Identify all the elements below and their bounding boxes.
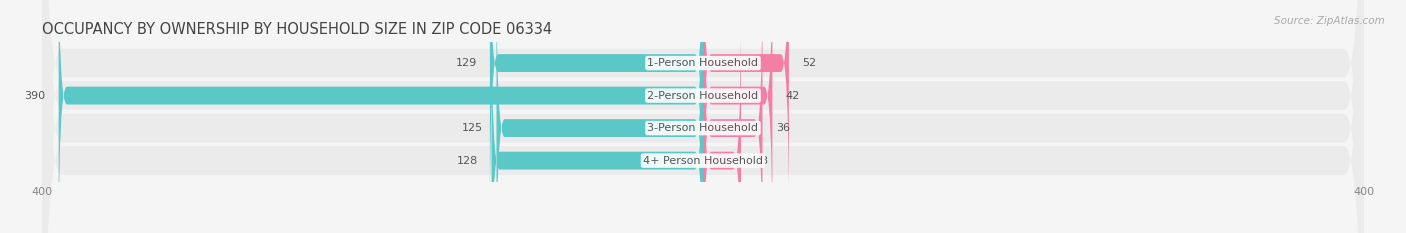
Text: 1-Person Household: 1-Person Household [648,58,758,68]
FancyBboxPatch shape [703,0,762,233]
Text: 128: 128 [457,156,478,166]
Text: 2-Person Household: 2-Person Household [647,91,759,101]
Text: OCCUPANCY BY OWNERSHIP BY HOUSEHOLD SIZE IN ZIP CODE 06334: OCCUPANCY BY OWNERSHIP BY HOUSEHOLD SIZE… [42,22,553,37]
FancyBboxPatch shape [703,7,741,233]
FancyBboxPatch shape [42,0,1364,233]
FancyBboxPatch shape [703,0,772,233]
FancyBboxPatch shape [42,0,1364,233]
Text: 129: 129 [456,58,477,68]
Text: 3-Person Household: 3-Person Household [648,123,758,133]
Text: 4+ Person Household: 4+ Person Household [643,156,763,166]
FancyBboxPatch shape [703,0,789,217]
Text: 52: 52 [801,58,817,68]
FancyBboxPatch shape [492,7,703,233]
Text: 390: 390 [24,91,45,101]
FancyBboxPatch shape [42,0,1364,233]
Text: 36: 36 [776,123,790,133]
FancyBboxPatch shape [489,0,703,217]
Text: 125: 125 [463,123,484,133]
Text: 23: 23 [754,156,768,166]
Text: 42: 42 [786,91,800,101]
FancyBboxPatch shape [59,0,703,233]
FancyBboxPatch shape [42,0,1364,233]
Text: Source: ZipAtlas.com: Source: ZipAtlas.com [1274,16,1385,26]
FancyBboxPatch shape [496,0,703,233]
